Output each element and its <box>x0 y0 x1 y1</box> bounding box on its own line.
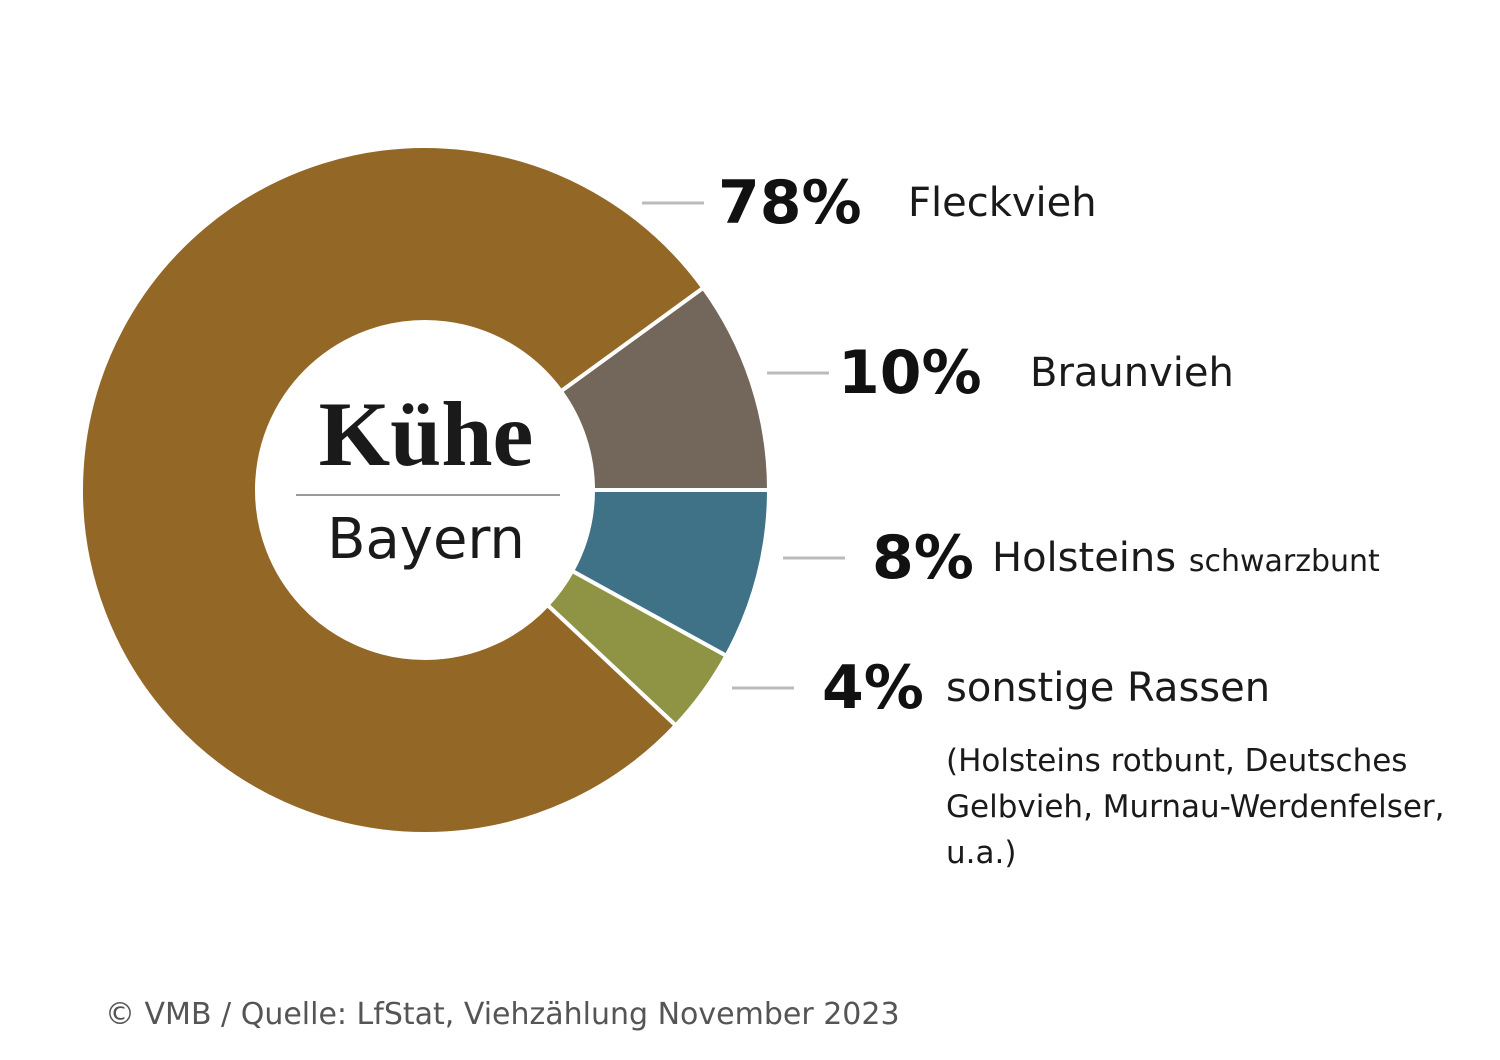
value-label: 4% <box>822 653 924 723</box>
donut-slice <box>79 144 707 836</box>
value-label: 10% <box>838 338 982 408</box>
value-label: 78% <box>718 168 862 238</box>
category-label: Holsteins schwarzbunt <box>992 535 1380 581</box>
category-note: (Holsteins rotbunt, Deutsches Gelbvieh, … <box>946 743 1445 871</box>
value-label: 8% <box>872 523 974 593</box>
source-note: © VMB / Quelle: LfStat, Viehzählung Nove… <box>105 997 900 1032</box>
category-label: sonstige Rassen <box>946 665 1271 711</box>
donut-slice <box>558 285 772 492</box>
donut-slice <box>569 488 772 659</box>
category-label: Fleckvieh <box>908 180 1097 226</box>
category-label: Braunvieh <box>1030 350 1234 396</box>
category-note: schwarzbunt <box>1188 544 1380 579</box>
chart-title: Kühe <box>318 383 534 485</box>
chart-subtitle: Bayern <box>327 507 525 572</box>
